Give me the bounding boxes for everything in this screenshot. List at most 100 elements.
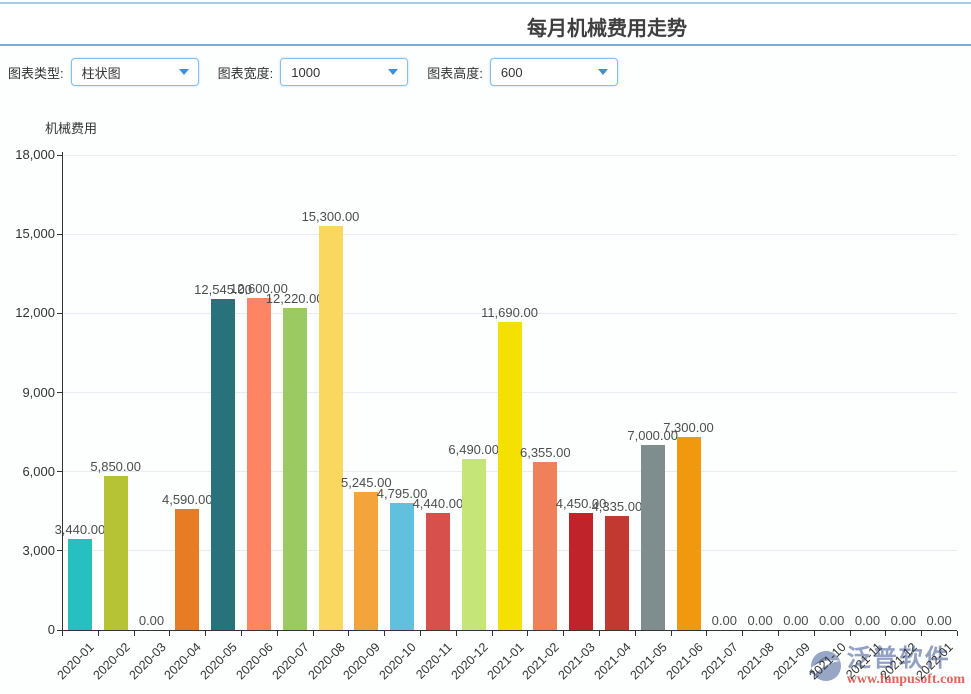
x-axis-label: 2020-10: [376, 640, 420, 683]
bar-2020-02[interactable]: [103, 475, 128, 630]
bar-2021-03[interactable]: [569, 512, 594, 630]
x-axis-tick: [205, 631, 207, 636]
chart-width-value: 1000: [291, 64, 321, 80]
y-tick-label: 15,000: [15, 226, 55, 242]
x-axis-tick: [921, 631, 923, 636]
x-axis-tick: [849, 631, 851, 636]
y-axis-tick: [57, 629, 62, 631]
bar-value-label: 4,795.00: [376, 486, 428, 502]
chart-type-select[interactable]: 柱状图: [70, 58, 199, 86]
x-axis-label: 2020-12: [448, 640, 491, 683]
y-gridline: [62, 233, 957, 235]
x-axis-tick: [491, 631, 493, 636]
bar-value-label: 5,245.00: [340, 474, 392, 490]
x-axis-tick: [62, 631, 63, 636]
x-axis-tick: [241, 631, 242, 636]
page-title: 每月机械费用走势: [527, 18, 687, 40]
bar-value-label: 4,335.00: [591, 498, 643, 514]
y-gridline: [62, 312, 957, 314]
bar-2020-08[interactable]: [318, 226, 343, 630]
y-tick-label: 3,000: [22, 542, 55, 558]
y-tick-label: 18,000: [15, 147, 55, 162]
x-axis-tick: [563, 631, 565, 636]
bar-2020-07[interactable]: [282, 307, 307, 630]
bar-value-label: 4,450.00: [555, 495, 607, 511]
y-axis-tick: [57, 471, 62, 473]
bar-2020-11[interactable]: [425, 512, 450, 630]
bar-value-label: 11,690.00: [481, 304, 538, 320]
x-axis-label: 2022-01: [913, 640, 957, 683]
bar-2020-01[interactable]: [67, 539, 92, 630]
x-axis-label: 2021-03: [555, 640, 599, 683]
x-axis-tick: [670, 631, 672, 636]
bar-value-label: 12,220.00: [265, 290, 324, 306]
chart-width-group: 图表宽度: 1000: [218, 58, 409, 86]
y-axis-title: 机械费用: [45, 121, 98, 136]
bar-2021-05[interactable]: [640, 445, 665, 630]
watermark: 泛普软件 www.fanpusoft.com: [807, 646, 965, 688]
bar-value-label: 0.00: [854, 613, 881, 628]
y-axis-tick: [57, 154, 62, 156]
bar-value-label: 3,440.00: [54, 522, 106, 538]
x-axis-tick: [634, 631, 636, 636]
x-axis-label: 2021-02: [519, 640, 563, 683]
bar-value-label: 15,300.00: [301, 209, 360, 225]
x-axis-tick: [778, 631, 779, 636]
x-axis-label: 2020-11: [413, 640, 455, 682]
bar-value-label: 6,355.00: [519, 445, 571, 461]
bar-2020-09[interactable]: [354, 491, 379, 630]
x-axis-tick: [133, 631, 135, 636]
bar-2020-06[interactable]: [246, 297, 271, 630]
bar-2021-02[interactable]: [533, 462, 558, 630]
x-axis-tick: [885, 631, 887, 636]
bar-value-label: 0.00: [711, 613, 737, 628]
x-axis-label: 2021-07: [698, 640, 742, 683]
x-axis-label: 2021-10: [806, 640, 849, 683]
bar-value-label: 4,590.00: [161, 491, 213, 507]
y-tick-label: 9,000: [22, 384, 55, 400]
bar-value-label: 0.00: [138, 613, 165, 628]
bar-2021-01[interactable]: [497, 321, 522, 630]
chart-height-select[interactable]: 600: [489, 58, 618, 86]
chart-height-value: 600: [500, 64, 523, 80]
chart-width-select[interactable]: 1000: [280, 58, 409, 86]
chart-width-label: 图表宽度:: [217, 65, 274, 81]
x-axis-label: 2021-12: [877, 640, 921, 683]
bar-2021-06[interactable]: [676, 437, 701, 630]
watermark-texts: 泛普软件 www.fanpusoft.com: [847, 646, 965, 688]
chart-type-value: 柱状图: [81, 65, 121, 81]
watermark-url: www.fanpusoft.com: [846, 672, 965, 687]
bar-2020-10[interactable]: [390, 503, 415, 630]
y-axis-line: [62, 152, 63, 630]
x-axis-label: 2020-01: [54, 640, 97, 683]
fanpu-logo-icon: [808, 651, 841, 681]
x-axis-tick: [706, 631, 708, 636]
top-accent-line: [0, 2, 971, 4]
y-gridline: [62, 154, 957, 156]
y-axis-tick: [57, 392, 62, 393]
x-axis-tick: [348, 631, 350, 636]
x-axis-tick: [527, 631, 529, 636]
bar-value-label: 5,850.00: [90, 458, 141, 474]
bar-2021-04[interactable]: [604, 515, 629, 630]
x-axis-label: 2021-11: [842, 640, 885, 682]
bar-value-label: 0.00: [890, 613, 916, 628]
chart-controls: 图表类型: 柱状图 图表宽度: 1000 图表高度: 600: [8, 58, 618, 86]
x-axis-tick: [957, 631, 958, 636]
y-tick-label: 6,000: [22, 463, 55, 479]
bar-2020-12[interactable]: [461, 458, 486, 630]
x-axis-tick: [420, 631, 421, 636]
x-axis-label: 2021-04: [591, 640, 634, 683]
x-axis-tick: [813, 631, 815, 636]
bar-2020-04[interactable]: [175, 508, 200, 630]
bar-2020-05[interactable]: [211, 298, 236, 630]
x-axis-label: 2021-08: [734, 640, 778, 683]
bar-value-label: 6,490.00: [448, 441, 499, 457]
chevron-down-icon: [597, 69, 608, 75]
x-axis-label: 2021-01: [484, 640, 527, 683]
x-axis-label: 2020-03: [126, 640, 169, 683]
chart-height-group: 图表高度: 600: [427, 58, 618, 86]
x-axis-tick: [455, 631, 457, 636]
